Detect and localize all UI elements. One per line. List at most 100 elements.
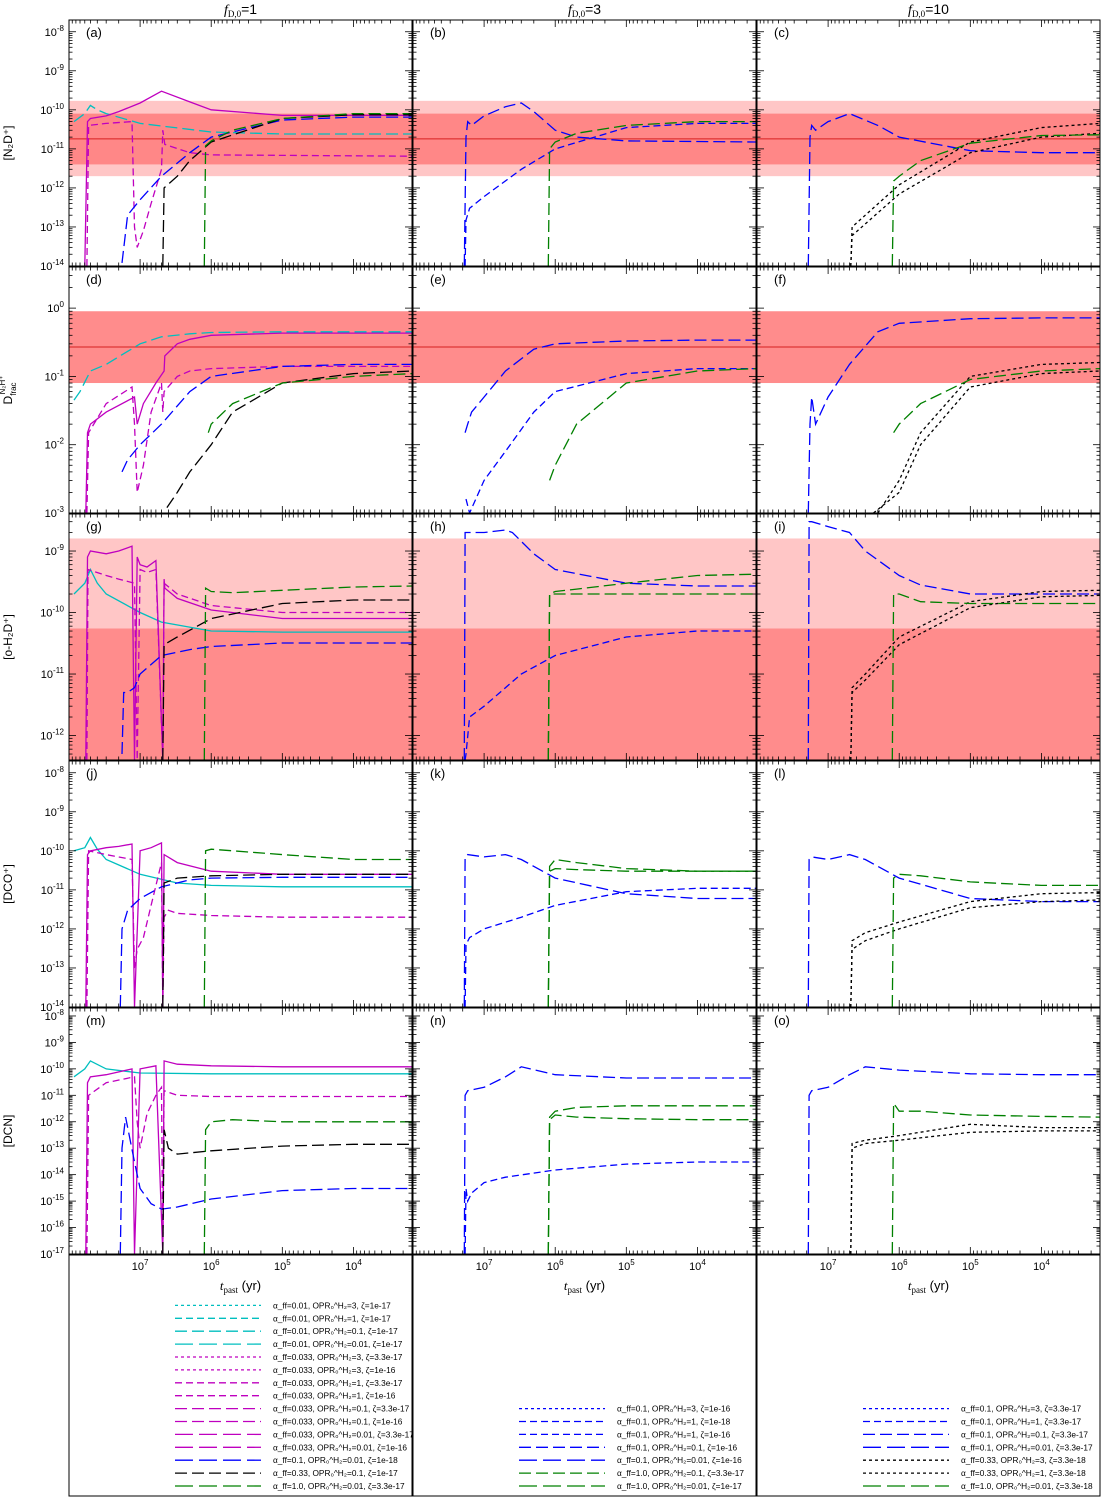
model-curve <box>86 365 412 513</box>
y-tick-label: 10-12 <box>40 728 64 743</box>
panel-frame <box>412 266 757 514</box>
model-curve <box>162 599 412 760</box>
y-tick-label: 10-13 <box>40 960 64 975</box>
panel-frame <box>68 1007 413 1255</box>
panel-label: (i) <box>774 519 786 534</box>
model-curve <box>850 132 1100 266</box>
model-curve <box>162 114 412 266</box>
model-curve <box>86 568 412 760</box>
observed-band <box>757 628 1100 760</box>
x-axis-label: tpast (yr) <box>908 1278 949 1295</box>
panel-label: (l) <box>774 766 786 781</box>
model-curve <box>463 102 756 266</box>
y-tick-label: 10-16 <box>40 1220 64 1235</box>
model-curve <box>465 367 756 513</box>
model-curve <box>162 1129 412 1254</box>
model-curve <box>850 891 1100 1007</box>
model-curve <box>121 116 412 263</box>
x-tick-label: 107 <box>476 1258 493 1273</box>
panel-frame <box>412 1007 757 1255</box>
y-tick-label: 10-3 <box>45 505 65 520</box>
model-curve <box>73 836 412 888</box>
panel-frame <box>68 266 413 514</box>
legend-entry: α_ff=0.1, OPR₀^H₂=1, ζ=1e-16 <box>617 1429 731 1439</box>
model-curve <box>464 122 756 266</box>
row-axis-label: [N₂D⁺] <box>1 126 15 161</box>
model-curves-layer <box>73 90 1100 1254</box>
legend-entry: α_ff=0.1, OPR₀^H₂=0.01, ζ=1e-16 <box>617 1455 742 1465</box>
legend-box <box>68 1254 413 1497</box>
legend-box <box>756 1254 1101 1497</box>
x-tick-label: 104 <box>1033 1258 1050 1273</box>
model-curve <box>207 372 412 433</box>
y-tick-label: 10-9 <box>45 543 65 558</box>
model-curve <box>203 112 412 266</box>
legend-entry: α_ff=0.01, OPR₀^H₂=0.1, ζ=1e-17 <box>273 1326 398 1336</box>
model-curve <box>86 1076 412 1254</box>
legend-entry: α_ff=0.033, OPR₀^H₂=3, ζ=1e-16 <box>273 1365 396 1375</box>
model-curve <box>84 90 412 266</box>
observed-band <box>69 628 412 760</box>
model-curve <box>547 593 756 760</box>
model-curve <box>850 1123 1100 1254</box>
panel-frame <box>412 19 757 267</box>
legend-entry: α_ff=0.01, OPR₀^H₂=1, ζ=1e-17 <box>273 1313 391 1323</box>
y-tick-label: 10-13 <box>40 1140 64 1155</box>
panel-frame <box>756 266 1101 514</box>
model-curve <box>850 589 1100 760</box>
model-curve <box>73 104 412 135</box>
x-tick-label: 105 <box>962 1258 979 1273</box>
legend-layer: α_ff=0.01, OPR₀^H₂=3, ζ=1e-17 α_ff=0.01, … <box>68 1254 1101 1497</box>
model-curve <box>548 367 756 481</box>
legend-entry: α_ff=0.033, OPR₀^H₂=3, ζ=3.3e-17 <box>273 1352 403 1362</box>
x-tick-label: 105 <box>618 1258 635 1273</box>
legend-entry: α_ff=0.33, OPR₀^H₂=0.1, ζ=1e-17 <box>273 1468 398 1478</box>
y-tick-label: 10-12 <box>40 1114 64 1129</box>
x-tick-label: 106 <box>891 1258 908 1273</box>
legend-entry: α_ff=0.33, OPR₀^H₂=1, ζ=3.3e-18 <box>961 1468 1086 1478</box>
model-curve <box>807 853 1100 1007</box>
observed-bands-layer <box>69 100 1100 760</box>
x-tick-label: 106 <box>547 1258 564 1273</box>
observed-band <box>413 538 756 629</box>
model-curve <box>547 573 756 760</box>
y-tick-label: 10-17 <box>40 1246 64 1261</box>
model-curve <box>850 1130 1100 1254</box>
x-axis-label: tpast (yr) <box>220 1278 261 1295</box>
y-tick-label: 10-10 <box>40 605 64 620</box>
model-curve <box>807 112 1100 266</box>
column-title-1: fD,0=1 <box>224 1 257 19</box>
column-title-2: fD,0=3 <box>568 1 601 19</box>
x-tick-label: 106 <box>203 1258 220 1273</box>
legend-entry: α_ff=0.1, OPR₀^H₂=0.1, ζ=1e-16 <box>617 1442 737 1452</box>
y-tick-label: 10-11 <box>41 1087 65 1102</box>
panel-frames-layer <box>68 19 1101 1255</box>
panel-label: (d) <box>86 272 102 287</box>
model-curve <box>119 1116 412 1254</box>
x-tick-label: 104 <box>345 1258 362 1273</box>
panel-frame <box>68 760 413 1008</box>
legend-entry: α_ff=1.0, OPR₀^H₂=0.01, ζ=1e-17 <box>617 1481 742 1491</box>
legend-entry: α_ff=0.033, OPR₀^H₂=0.01, ζ=1e-16 <box>273 1442 407 1452</box>
model-curve <box>121 363 412 473</box>
legend-entry: α_ff=0.1, OPR₀^H₂=0.01, ζ=1e-18 <box>273 1455 398 1465</box>
y-tick-label: 10-1 <box>45 368 65 383</box>
row-axis-label: [o-H₂D⁺] <box>1 614 15 660</box>
model-curve <box>547 1105 756 1254</box>
y-tick-label: 10-9 <box>45 804 65 819</box>
model-curve <box>85 1060 412 1254</box>
legend-entry: α_ff=0.1, OPR₀^H₂=3, ζ=1e-16 <box>617 1404 731 1414</box>
legend-entry: α_ff=0.1, OPR₀^H₂=0.01, ζ=3.3e-17 <box>961 1442 1093 1452</box>
panel-label: (m) <box>86 1013 106 1028</box>
model-curve <box>85 841 412 1007</box>
model-curve <box>464 339 756 433</box>
x-tick-label: 104 <box>689 1258 706 1273</box>
model-curve <box>86 120 412 266</box>
panel-label: (j) <box>86 766 98 781</box>
y-tick-label: 10-14 <box>40 258 64 273</box>
y-tick-label: 10-2 <box>45 437 65 452</box>
model-curve <box>162 873 412 1007</box>
axis-text-layer: fD,0=1 fD,0=3 fD,0=10 (a) (b) (c) 10-14 10-13 10… <box>0 1 1050 1295</box>
model-curve <box>73 331 412 401</box>
model-curve <box>807 1066 1100 1254</box>
